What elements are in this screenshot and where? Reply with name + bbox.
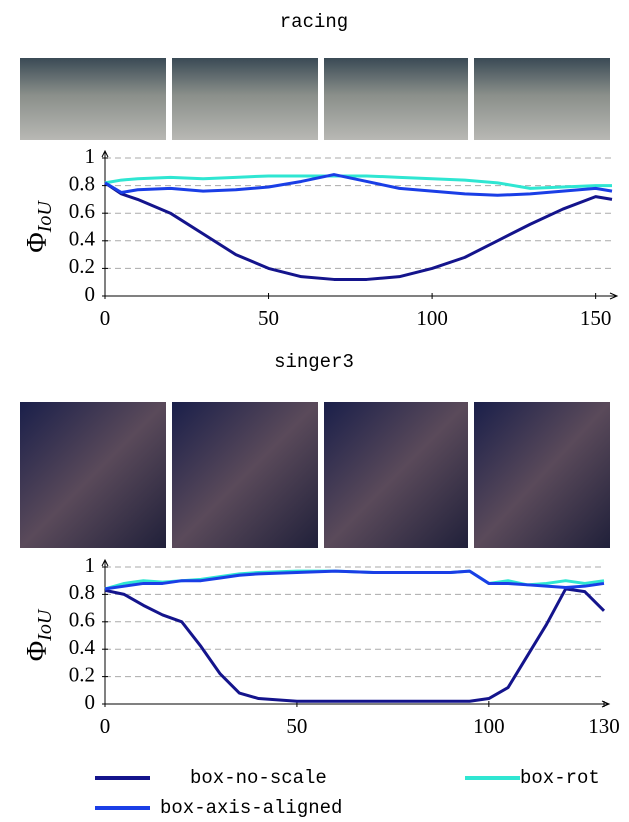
- y-axis-label-main: Φ: [22, 641, 53, 661]
- y-tick-label: 0.2: [69, 662, 95, 686]
- legend-label: box-rot: [520, 767, 600, 789]
- y-tick-label: 0.2: [69, 254, 95, 278]
- legend-label: box-axis-aligned: [160, 797, 342, 819]
- series-line: [105, 589, 604, 701]
- x-tick-label: 0: [100, 714, 111, 738]
- x-tick-label: 50: [286, 714, 307, 738]
- chart-title: racing: [280, 11, 348, 33]
- y-tick-label: 0.6: [69, 608, 95, 632]
- y-axis-label-main: Φ: [22, 232, 53, 252]
- y-axis-label: ΦIoU: [22, 608, 55, 661]
- series-line: [105, 183, 612, 280]
- y-tick-label: 0.4: [69, 227, 96, 251]
- y-tick-label: 0.6: [69, 199, 95, 223]
- y-axis-label-sub: IoU: [34, 200, 56, 234]
- x-tick-label: 130: [588, 714, 620, 738]
- x-tick-label: 150: [580, 306, 612, 330]
- y-axis-label-sub: IoU: [34, 608, 56, 642]
- y-tick-label: 0.8: [69, 580, 95, 604]
- y-tick-label: 0: [85, 282, 96, 306]
- x-tick-label: 50: [258, 306, 279, 330]
- thumbnail: [474, 402, 610, 548]
- chart-title: singer3: [274, 351, 354, 373]
- figure: racing00.20.40.60.81050100150ΦIoUsinger3…: [0, 0, 629, 822]
- x-tick-label: 100: [416, 306, 448, 330]
- y-axis-label: ΦIoU: [22, 200, 55, 253]
- series-line: [105, 571, 604, 589]
- thumbnail: [172, 58, 318, 140]
- y-tick-label: 1: [85, 553, 96, 577]
- y-tick-label: 1: [85, 144, 96, 168]
- thumbnail: [474, 58, 610, 140]
- y-tick-label: 0.4: [69, 635, 96, 659]
- x-tick-label: 0: [100, 306, 111, 330]
- x-tick-label: 100: [473, 714, 505, 738]
- thumbnail: [20, 58, 166, 140]
- y-tick-label: 0.8: [69, 171, 95, 195]
- y-tick-label: 0: [85, 690, 96, 714]
- thumbnails: [20, 58, 610, 548]
- thumbnail: [20, 402, 166, 548]
- thumbnail: [172, 402, 318, 548]
- legend-label: box-no-scale: [190, 767, 327, 789]
- series-line: [105, 176, 612, 188]
- thumbnail: [324, 402, 468, 548]
- thumbnail: [324, 58, 468, 140]
